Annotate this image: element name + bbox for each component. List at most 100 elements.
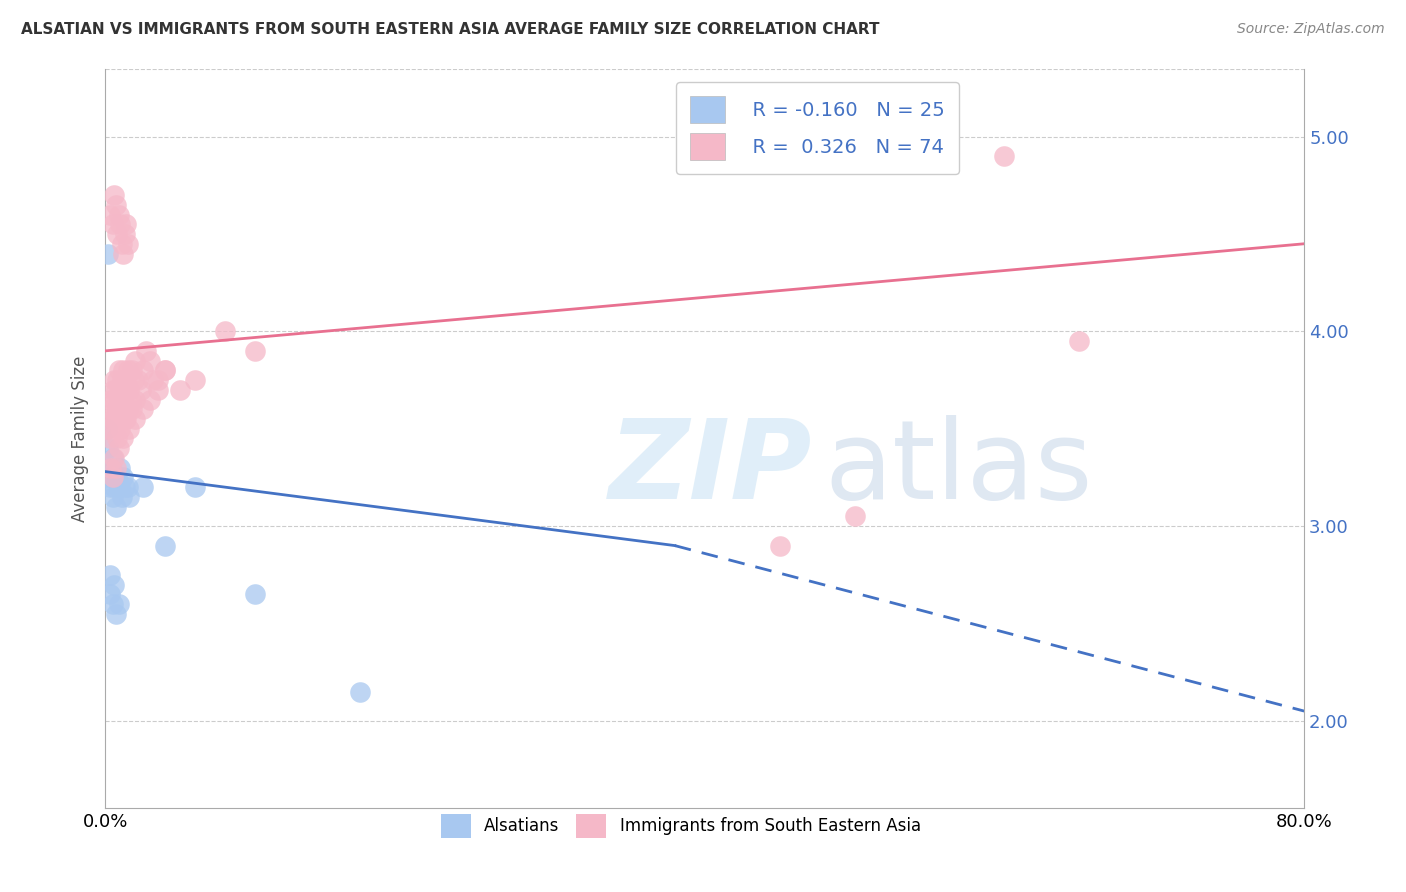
Point bbox=[169, 383, 191, 397]
Point bbox=[104, 460, 127, 475]
Point bbox=[153, 363, 176, 377]
Point bbox=[103, 450, 125, 465]
Point bbox=[105, 373, 128, 387]
Point bbox=[96, 422, 118, 436]
Point bbox=[118, 422, 141, 436]
Point bbox=[101, 383, 124, 397]
Point bbox=[98, 480, 121, 494]
Point bbox=[104, 383, 127, 397]
Point bbox=[103, 480, 125, 494]
Point bbox=[118, 383, 141, 397]
Point bbox=[115, 373, 138, 387]
Point bbox=[769, 539, 792, 553]
Point bbox=[96, 422, 118, 436]
Point bbox=[153, 363, 176, 377]
Point bbox=[111, 490, 134, 504]
Point bbox=[98, 567, 121, 582]
Point bbox=[108, 460, 131, 475]
Point bbox=[114, 227, 136, 241]
Point bbox=[114, 383, 136, 397]
Text: ZIP: ZIP bbox=[609, 415, 813, 522]
Point bbox=[108, 217, 131, 231]
Point bbox=[114, 480, 136, 494]
Point bbox=[101, 217, 124, 231]
Point bbox=[121, 363, 143, 377]
Point bbox=[100, 460, 122, 475]
Point bbox=[124, 412, 146, 426]
Point bbox=[115, 412, 138, 426]
Point bbox=[118, 490, 141, 504]
Point bbox=[243, 343, 266, 358]
Point bbox=[121, 402, 143, 417]
Point bbox=[103, 392, 125, 407]
Point bbox=[98, 208, 121, 222]
Point bbox=[104, 198, 127, 212]
Point bbox=[97, 470, 120, 484]
Point bbox=[135, 343, 157, 358]
Point bbox=[98, 392, 121, 407]
Point bbox=[117, 363, 139, 377]
Text: Source: ZipAtlas.com: Source: ZipAtlas.com bbox=[1237, 22, 1385, 37]
Point bbox=[107, 480, 129, 494]
Point bbox=[139, 392, 162, 407]
Point bbox=[111, 236, 134, 251]
Point bbox=[108, 412, 131, 426]
Point bbox=[153, 539, 176, 553]
Point bbox=[1069, 334, 1091, 348]
Point bbox=[112, 246, 135, 260]
Point bbox=[127, 373, 149, 387]
Point bbox=[107, 597, 129, 611]
Point bbox=[108, 383, 131, 397]
Point bbox=[97, 441, 120, 455]
Point bbox=[112, 432, 135, 446]
Point bbox=[184, 373, 207, 387]
Point bbox=[100, 402, 122, 417]
Point bbox=[184, 480, 207, 494]
Point bbox=[993, 149, 1015, 163]
Point bbox=[105, 470, 128, 484]
Point bbox=[122, 373, 145, 387]
Point bbox=[104, 607, 127, 621]
Point bbox=[104, 412, 127, 426]
Point bbox=[105, 432, 128, 446]
Point bbox=[101, 450, 124, 465]
Point bbox=[107, 441, 129, 455]
Legend: Alsatians, Immigrants from South Eastern Asia: Alsatians, Immigrants from South Eastern… bbox=[434, 807, 928, 845]
Point bbox=[105, 402, 128, 417]
Point bbox=[117, 480, 139, 494]
Point bbox=[101, 412, 124, 426]
Point bbox=[105, 227, 128, 241]
Point bbox=[146, 383, 169, 397]
Point bbox=[142, 373, 165, 387]
Point bbox=[103, 577, 125, 591]
Text: atlas: atlas bbox=[824, 415, 1092, 522]
Point bbox=[98, 432, 121, 446]
Point bbox=[115, 217, 138, 231]
Point bbox=[107, 363, 129, 377]
Point bbox=[108, 480, 131, 494]
Point bbox=[844, 509, 866, 524]
Point bbox=[103, 188, 125, 202]
Point bbox=[349, 684, 371, 698]
Point bbox=[112, 392, 135, 407]
Text: ALSATIAN VS IMMIGRANTS FROM SOUTH EASTERN ASIA AVERAGE FAMILY SIZE CORRELATION C: ALSATIAN VS IMMIGRANTS FROM SOUTH EASTER… bbox=[21, 22, 880, 37]
Point bbox=[139, 353, 162, 368]
Point bbox=[112, 470, 135, 484]
Point bbox=[120, 392, 142, 407]
Point bbox=[97, 412, 120, 426]
Point bbox=[124, 353, 146, 368]
Point bbox=[124, 392, 146, 407]
Point bbox=[114, 412, 136, 426]
Point bbox=[243, 587, 266, 601]
Point bbox=[107, 392, 129, 407]
Y-axis label: Average Family Size: Average Family Size bbox=[72, 355, 89, 522]
Point bbox=[104, 500, 127, 514]
Point bbox=[117, 236, 139, 251]
Point bbox=[101, 597, 124, 611]
Point bbox=[103, 373, 125, 387]
Point bbox=[111, 373, 134, 387]
Point bbox=[131, 402, 153, 417]
Point bbox=[214, 325, 236, 339]
Point bbox=[131, 480, 153, 494]
Point bbox=[111, 402, 134, 417]
